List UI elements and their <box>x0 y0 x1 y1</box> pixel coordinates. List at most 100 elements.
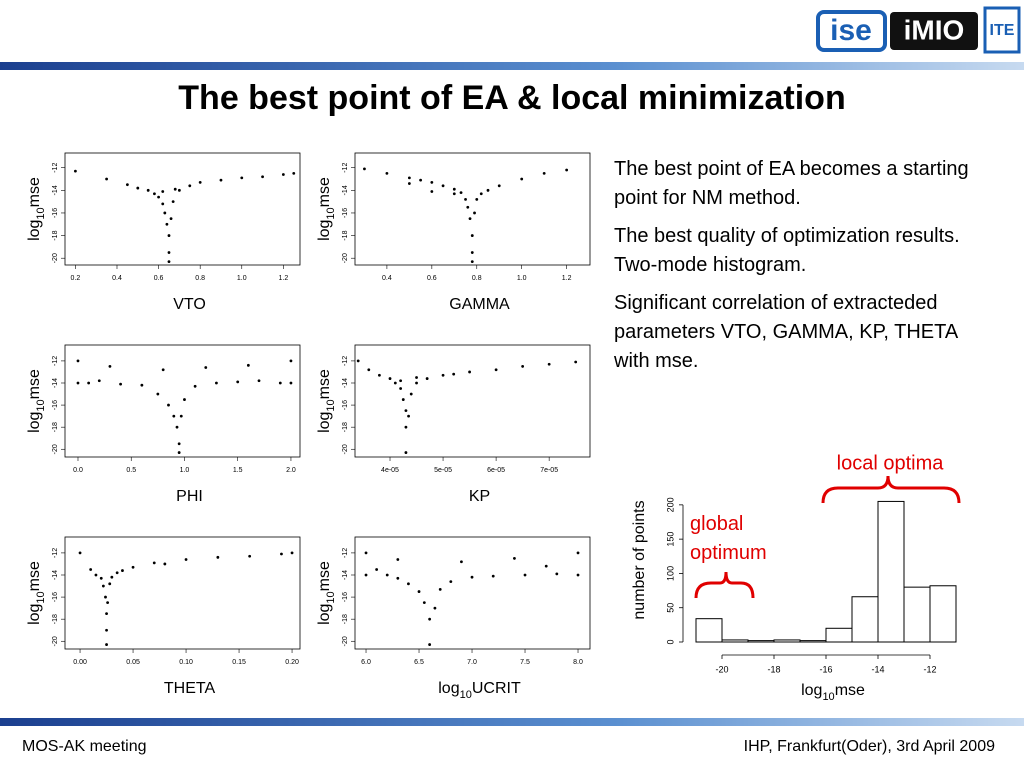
point <box>407 414 410 418</box>
annotation-line: optimum <box>690 542 767 564</box>
x-tick-label: 1.0 <box>180 467 190 474</box>
point <box>193 384 197 388</box>
point <box>171 200 175 204</box>
x-tick-label: 0.6 <box>427 275 437 282</box>
point <box>216 555 220 559</box>
point <box>108 582 112 586</box>
x-tick-label: 1.0 <box>517 275 527 282</box>
logo: ise <box>830 14 872 47</box>
point <box>396 576 400 580</box>
point <box>452 372 456 376</box>
label-part: log <box>316 220 333 241</box>
point <box>576 573 580 577</box>
point <box>175 425 179 429</box>
footer-right: IHP, Frankfurt(Oder), 3rd April 2009 <box>744 738 995 755</box>
point <box>161 202 165 206</box>
y-tick-label: -16 <box>52 400 59 410</box>
point <box>184 558 188 561</box>
point <box>290 551 294 555</box>
label-part: log <box>26 412 43 433</box>
point <box>565 168 569 172</box>
x-axis-label: log10UCRIT <box>438 680 521 701</box>
point <box>167 403 170 407</box>
y-tick-label: -14 <box>342 185 349 195</box>
point <box>470 251 474 254</box>
point <box>73 169 77 173</box>
annotation-line: global <box>690 513 743 535</box>
point <box>428 617 432 621</box>
x-tick-label: 0.15 <box>232 659 246 666</box>
point <box>198 181 202 184</box>
point <box>289 381 293 385</box>
point <box>104 595 107 599</box>
plot-frame <box>354 344 591 458</box>
y-tick-label: -12 <box>52 163 59 173</box>
point <box>523 573 527 577</box>
footer-left: MOS-AK meeting <box>22 738 146 755</box>
plot-frame <box>64 344 301 458</box>
point <box>105 628 108 632</box>
point <box>280 552 283 556</box>
plot-frame <box>64 536 301 650</box>
point <box>459 191 463 194</box>
point <box>289 359 293 363</box>
y-tick-label: -14 <box>52 570 59 580</box>
y-axis-label: log10mse <box>316 561 337 625</box>
point <box>438 587 442 591</box>
point <box>399 387 403 390</box>
point <box>388 377 392 380</box>
histogram-bar <box>929 585 957 643</box>
paragraph: Significant correlation of extracteded p… <box>614 292 958 372</box>
point <box>415 376 418 379</box>
x-tick-label: 0.20 <box>285 659 299 666</box>
point <box>236 380 240 384</box>
label-part: mse <box>26 369 43 399</box>
x-tick-label: 0.05 <box>126 659 140 666</box>
point <box>108 365 112 368</box>
plot-frame <box>354 536 591 650</box>
point <box>167 251 171 254</box>
point <box>161 368 165 372</box>
point <box>87 381 91 385</box>
x-tick-label: 0.10 <box>179 659 193 666</box>
label-part: mse <box>316 561 333 591</box>
y-tick-label: 150 <box>665 532 675 547</box>
x-tick-label: 0.00 <box>73 659 87 666</box>
x-tick-label: 0.8 <box>472 275 482 282</box>
point <box>494 368 498 372</box>
y-tick-label: -12 <box>52 356 59 366</box>
point <box>441 373 445 377</box>
point <box>105 177 108 181</box>
bracket <box>694 571 755 599</box>
x-axis-label: log10mse <box>801 682 865 703</box>
logo-frame <box>890 12 978 50</box>
point <box>115 571 119 575</box>
point <box>425 377 429 380</box>
x-tick-label: 0.4 <box>112 275 122 282</box>
y-tick-label: -12 <box>52 548 59 558</box>
point <box>157 195 160 199</box>
point <box>542 171 546 175</box>
x-tick-label: 7.0 <box>467 659 477 666</box>
label-part: log <box>316 412 333 433</box>
point <box>574 360 578 364</box>
y-tick-label: -16 <box>52 208 59 218</box>
point <box>468 217 472 221</box>
y-axis-label: log10mse <box>316 369 337 433</box>
point <box>179 414 183 418</box>
point <box>385 171 389 175</box>
x-axis-label: THETA <box>164 680 216 697</box>
point <box>520 177 524 181</box>
point <box>449 580 453 584</box>
point <box>94 573 98 577</box>
y-tick-label: 100 <box>665 566 675 581</box>
y-tick-label: -12 <box>342 548 349 558</box>
x-tick-label: 0.6 <box>154 275 164 282</box>
text-block: The best point of EA becomes a starting … <box>614 155 986 385</box>
label-part: 10 <box>460 689 472 701</box>
point <box>428 643 432 646</box>
x-tick-label: 6e-05 <box>487 467 505 474</box>
point <box>163 562 167 566</box>
x-tick-label: 0.5 <box>126 467 136 474</box>
point <box>441 184 445 188</box>
